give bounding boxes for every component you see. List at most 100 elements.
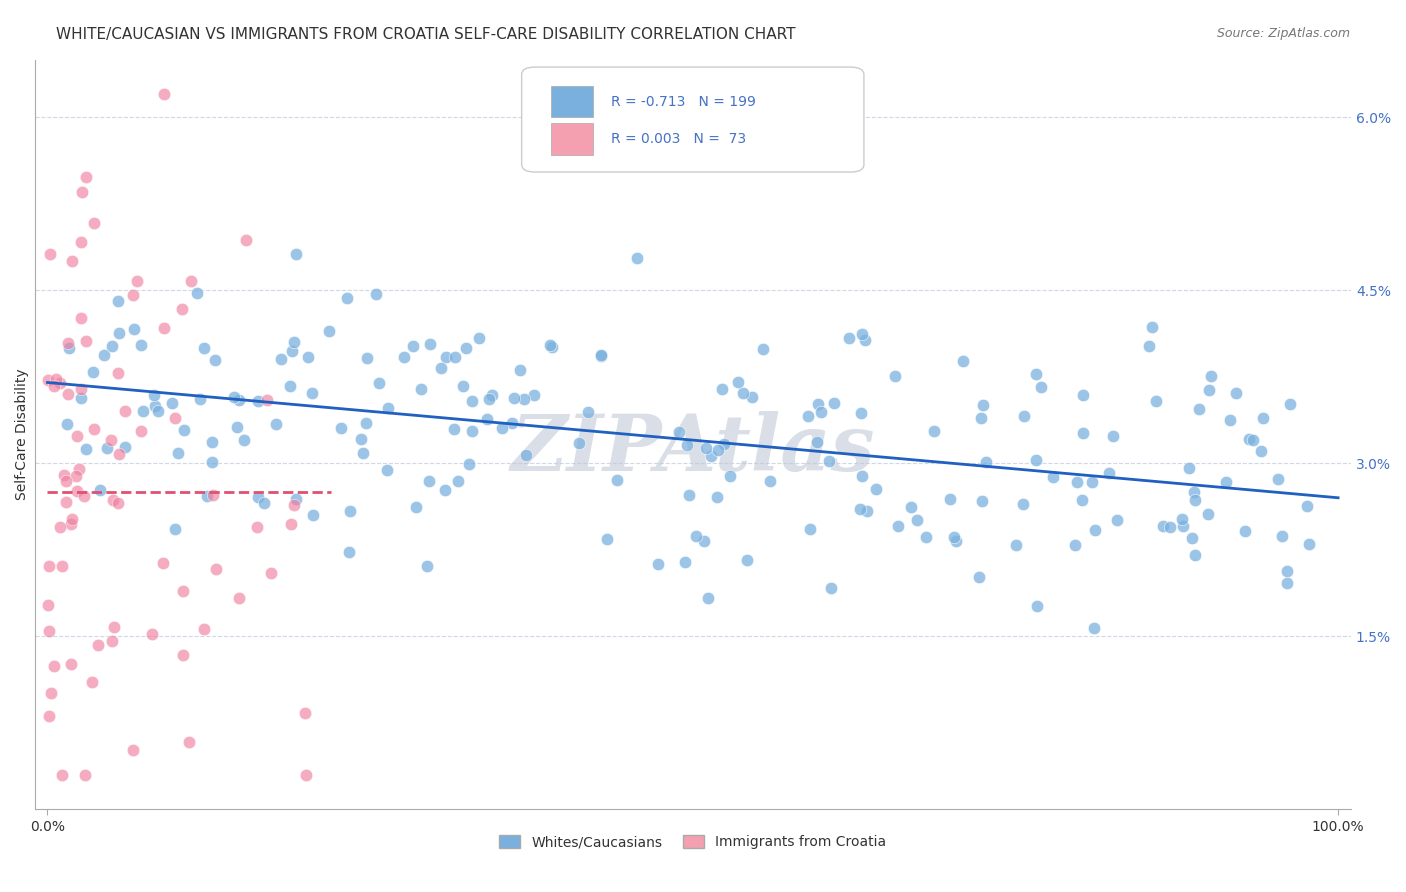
Point bbox=[1102, 429, 1125, 443]
Point bbox=[107, 496, 129, 510]
Point bbox=[706, 490, 728, 504]
Legend: Whites/Caucasians, Immigrants from Croatia: Whites/Caucasians, Immigrants from Croat… bbox=[494, 830, 891, 855]
Point bbox=[101, 339, 124, 353]
Point bbox=[165, 410, 187, 425]
Point bbox=[1071, 388, 1094, 402]
Point bbox=[205, 562, 228, 576]
Point bbox=[1081, 475, 1104, 489]
Point bbox=[972, 493, 994, 508]
Text: R = -0.713   N = 199: R = -0.713 N = 199 bbox=[612, 95, 756, 109]
Point bbox=[96, 442, 118, 456]
Point bbox=[1105, 513, 1128, 527]
Point bbox=[59, 516, 82, 531]
Point bbox=[443, 350, 465, 364]
Point bbox=[122, 743, 145, 757]
Point bbox=[101, 634, 124, 648]
Point bbox=[418, 475, 440, 489]
Point bbox=[1171, 512, 1194, 526]
Point bbox=[1171, 519, 1194, 533]
Point bbox=[1144, 394, 1167, 409]
Point bbox=[853, 333, 876, 347]
Point bbox=[172, 584, 194, 599]
Point bbox=[232, 433, 254, 447]
Point bbox=[509, 363, 531, 377]
Point bbox=[58, 342, 80, 356]
Point bbox=[108, 447, 131, 461]
Point bbox=[146, 404, 169, 418]
Point bbox=[375, 463, 398, 477]
Point bbox=[914, 529, 936, 543]
Point bbox=[1066, 475, 1088, 489]
Point bbox=[647, 557, 669, 571]
Point bbox=[75, 170, 97, 185]
Point bbox=[108, 326, 131, 340]
Point bbox=[51, 767, 73, 781]
Point bbox=[735, 553, 758, 567]
Point bbox=[1083, 622, 1105, 636]
Point bbox=[58, 387, 80, 401]
Point bbox=[1250, 444, 1272, 458]
Point bbox=[700, 449, 723, 463]
Point bbox=[253, 496, 276, 510]
Point bbox=[855, 504, 877, 518]
Point bbox=[114, 403, 136, 417]
Point bbox=[741, 390, 763, 404]
Point bbox=[478, 392, 501, 407]
Point bbox=[204, 352, 226, 367]
Point bbox=[49, 519, 72, 533]
Point bbox=[114, 440, 136, 454]
Point bbox=[1225, 386, 1247, 401]
Point bbox=[70, 235, 93, 249]
Point bbox=[49, 376, 72, 391]
Point bbox=[416, 558, 439, 573]
Point bbox=[339, 503, 361, 517]
Point bbox=[865, 483, 887, 497]
Point bbox=[481, 388, 503, 402]
Point bbox=[451, 379, 474, 393]
Point bbox=[195, 489, 218, 503]
Point bbox=[392, 351, 415, 365]
Point bbox=[152, 320, 174, 334]
Point bbox=[281, 343, 304, 358]
Point bbox=[727, 375, 749, 389]
Point bbox=[1275, 564, 1298, 578]
Point bbox=[330, 421, 353, 435]
Point bbox=[280, 516, 302, 531]
Point bbox=[285, 491, 308, 506]
Point bbox=[1064, 538, 1087, 552]
Point bbox=[849, 406, 872, 420]
Point bbox=[186, 286, 208, 301]
Point bbox=[337, 545, 360, 559]
Point bbox=[1026, 599, 1049, 614]
Point bbox=[491, 421, 513, 435]
Point bbox=[51, 558, 73, 573]
Point bbox=[576, 405, 599, 419]
Point bbox=[513, 392, 536, 407]
Point bbox=[364, 286, 387, 301]
Point bbox=[1084, 523, 1107, 537]
Point bbox=[806, 397, 828, 411]
Point bbox=[86, 638, 108, 652]
Point bbox=[83, 216, 105, 230]
Point bbox=[172, 302, 194, 317]
Point bbox=[1271, 528, 1294, 542]
Point bbox=[1267, 472, 1289, 486]
Text: Source: ZipAtlas.com: Source: ZipAtlas.com bbox=[1216, 27, 1350, 40]
Point bbox=[685, 529, 707, 543]
Point bbox=[1219, 413, 1241, 427]
Point bbox=[37, 598, 59, 612]
Point bbox=[943, 530, 966, 544]
Point bbox=[172, 648, 194, 662]
Point bbox=[38, 624, 60, 638]
Point bbox=[589, 348, 612, 362]
Point bbox=[596, 532, 619, 546]
Point bbox=[193, 341, 215, 355]
Point bbox=[246, 490, 269, 504]
Point bbox=[107, 366, 129, 380]
Point bbox=[710, 382, 733, 396]
Point bbox=[692, 534, 714, 549]
Point bbox=[806, 434, 828, 449]
Point bbox=[409, 382, 432, 396]
Point bbox=[523, 388, 546, 402]
Point bbox=[162, 396, 184, 410]
